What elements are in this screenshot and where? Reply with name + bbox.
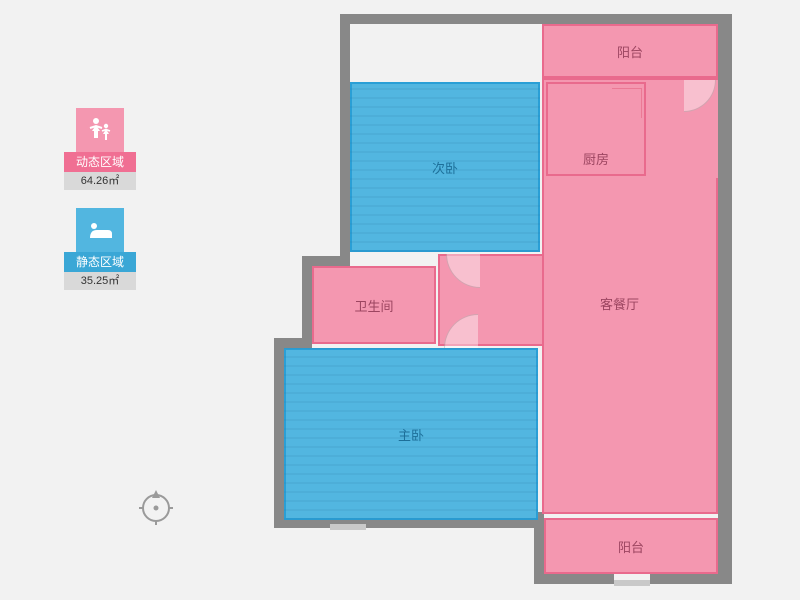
person-rest-icon: [76, 208, 124, 252]
room-bathroom: 卫生间: [312, 266, 436, 344]
room-label: 客餐厅: [600, 297, 639, 312]
room-living-label: 客餐厅: [600, 294, 639, 313]
kitchen-door-icon: [612, 88, 642, 118]
floorplan: 阳台 厨房 次卧 客餐厅 卫生间 主卧 阳台: [280, 14, 732, 588]
room-label: 次卧: [432, 158, 458, 177]
legend-dynamic: 动态区域 64.26㎡: [64, 108, 136, 190]
room-label: 阳台: [618, 537, 644, 556]
room-label: 阳台: [617, 42, 643, 61]
room-label: 厨房: [583, 149, 609, 168]
legend: 动态区域 64.26㎡ 静态区域 35.25㎡: [64, 108, 136, 308]
legend-static: 静态区域 35.25㎡: [64, 208, 136, 290]
legend-dynamic-value: 64.26㎡: [64, 172, 136, 190]
legend-static-label: 静态区域: [64, 252, 136, 272]
room-label: 主卧: [398, 425, 424, 444]
room-master-bedroom: 主卧: [284, 348, 538, 520]
room-secondary-bedroom: 次卧: [350, 82, 540, 252]
compass-icon: [136, 486, 176, 526]
legend-dynamic-label: 动态区域: [64, 152, 136, 172]
room-label: 卫生间: [354, 296, 393, 315]
room-balcony-bottom: 阳台: [544, 518, 718, 574]
legend-static-value: 35.25㎡: [64, 272, 136, 290]
room-balcony-top: 阳台: [542, 24, 718, 78]
people-dynamic-icon: [76, 108, 124, 152]
